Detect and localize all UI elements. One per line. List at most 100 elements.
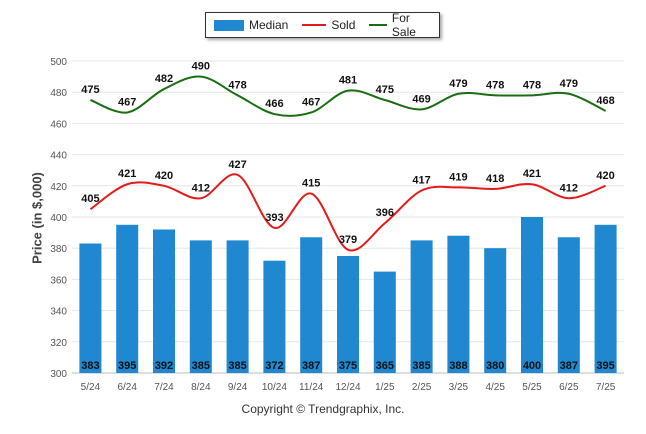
median-bar: [189, 240, 212, 373]
median-bar-label: 383: [81, 360, 99, 372]
y-tick-label: 360: [50, 275, 67, 286]
y-tick-label: 500: [50, 57, 67, 68]
y-tick-label: 480: [50, 88, 67, 99]
median-bar-label: 387: [302, 360, 320, 372]
median-bar: [484, 248, 507, 373]
x-tick-label: 5/24: [81, 382, 101, 393]
for-sale-point-label: 482: [155, 73, 173, 85]
y-tick-label: 440: [50, 151, 67, 162]
sold-point-label: 420: [596, 170, 614, 182]
y-tick-label: 460: [50, 119, 67, 130]
x-tick-label: 2/25: [412, 382, 432, 393]
median-bar: [116, 224, 139, 373]
y-tick-label: 300: [50, 369, 67, 380]
median-bar-label: 395: [118, 360, 136, 372]
x-tick-label: 7/25: [596, 382, 616, 393]
median-bar: [557, 237, 580, 373]
sold-point-label: 421: [118, 168, 136, 180]
x-tick-label: 12/24: [335, 382, 360, 393]
sold-point-label: 405: [81, 193, 99, 205]
for-sale-line: [90, 75, 607, 117]
for-sale-point-label: 479: [449, 78, 467, 90]
median-swatch: [214, 19, 244, 31]
median-bar-label: 385: [228, 360, 246, 372]
for-sale-point-label: 481: [339, 75, 357, 87]
median-bar-label: 385: [412, 360, 430, 372]
sold-line: [89, 173, 606, 252]
x-tick-label: 6/24: [117, 382, 137, 393]
for-sale-point-label: 466: [265, 98, 283, 110]
median-bar-label: 388: [449, 360, 467, 372]
sold-point-label: 421: [523, 168, 541, 180]
median-bar: [410, 240, 433, 373]
sold-point-label: 417: [412, 174, 430, 186]
for-sale-point-label: 469: [412, 93, 430, 105]
x-tick-label: 10/24: [262, 382, 287, 393]
median-bar: [300, 237, 323, 373]
x-tick-label: 5/25: [522, 382, 542, 393]
sold-swatch: [302, 24, 327, 26]
for-sale-point-label: 478: [486, 79, 504, 91]
y-tick-label: 380: [50, 244, 67, 255]
sold-point-label: 412: [192, 182, 210, 194]
median-bar-label: 372: [265, 360, 283, 372]
y-tick-label: 420: [50, 182, 67, 193]
y-tick-label: 320: [50, 338, 67, 349]
for-sale-point-label: 467: [118, 96, 136, 108]
x-tick-label: 6/25: [559, 382, 579, 393]
median-bar: [263, 260, 286, 373]
median-bar-label: 387: [560, 360, 578, 372]
x-tick-label: 7/24: [154, 382, 174, 393]
for-sale-point-label: 490: [192, 61, 210, 73]
median-bar-label: 380: [486, 360, 504, 372]
median-bar: [447, 235, 470, 373]
sold-point-label: 412: [560, 182, 578, 194]
median-bar-label: 392: [155, 360, 173, 372]
legend-item-median[interactable]: Median: [214, 18, 288, 32]
median-bar: [373, 271, 396, 373]
median-bar-label: 385: [192, 360, 210, 372]
for-sale-point-label: 468: [596, 95, 614, 107]
x-tick-label: 11/24: [299, 382, 324, 393]
median-bar: [337, 256, 359, 373]
x-tick-label: 9/24: [228, 382, 248, 393]
sold-point-label: 420: [155, 170, 173, 182]
x-tick-label: 4/25: [485, 382, 505, 393]
median-bar-label: 400: [523, 360, 541, 372]
median-bar: [79, 243, 102, 373]
y-tick-label: 340: [50, 307, 67, 318]
x-tick-label: 3/25: [449, 382, 469, 393]
copyright-credit: Copyright © Trendgraphix, Inc.: [241, 402, 405, 416]
legend-item-sold[interactable]: Sold: [302, 18, 355, 32]
legend-item-for-sale[interactable]: For Sale: [369, 11, 425, 39]
sold-point-label: 427: [228, 159, 246, 171]
for-sale-swatch: [369, 24, 387, 26]
legend-label-for-sale: For Sale: [391, 11, 416, 39]
sold-point-label: 396: [376, 207, 394, 219]
for-sale-point-label: 467: [302, 96, 320, 108]
median-bar: [594, 224, 617, 373]
sold-point-label: 419: [449, 171, 467, 183]
for-sale-point-label: 475: [81, 84, 99, 96]
for-sale-point-label: 478: [228, 79, 246, 91]
x-tick-label: 1/25: [375, 382, 395, 393]
sold-point-label: 418: [486, 173, 504, 185]
sold-point-label: 393: [265, 212, 283, 224]
sold-point-label: 379: [339, 234, 357, 246]
legend: Median Sold For Sale: [205, 11, 440, 39]
legend-label-median: Median: [249, 18, 289, 32]
for-sale-point-label: 479: [560, 78, 578, 90]
median-bar: [153, 229, 175, 373]
y-axis-title: Price (in $,000): [29, 172, 45, 264]
median-bar: [226, 240, 249, 373]
for-sale-point-label: 475: [376, 84, 394, 96]
y-tick-label: 400: [50, 213, 67, 224]
legend-label-sold: Sold: [331, 18, 356, 32]
median-bar-label: 365: [376, 360, 394, 372]
median-bar-label: 375: [339, 360, 357, 372]
median-bar: [521, 217, 543, 373]
sold-point-label: 415: [302, 178, 320, 190]
x-tick-label: 8/24: [191, 382, 211, 393]
for-sale-point-label: 478: [523, 79, 541, 91]
